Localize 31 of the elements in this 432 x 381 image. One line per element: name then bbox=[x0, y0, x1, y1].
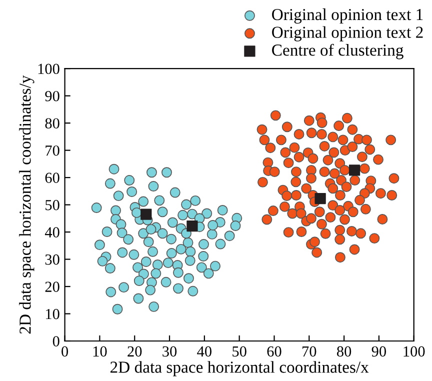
x-tick-label: 70 bbox=[302, 346, 316, 357]
x-tick-label: 100 bbox=[404, 346, 425, 357]
x-tick-label: 80 bbox=[336, 346, 352, 357]
x-tick-label: 60 bbox=[267, 346, 282, 357]
y-tick-label: 50 bbox=[46, 200, 60, 210]
y-tick-label: 30 bbox=[45, 254, 60, 265]
x-tick-label: 30 bbox=[162, 346, 177, 357]
point bbox=[314, 192, 326, 204]
y-tick-label: 80 bbox=[45, 118, 60, 129]
y-tick-label: 70 bbox=[46, 145, 60, 156]
y-tick-label: 90 bbox=[45, 90, 60, 102]
legend-label: Original opinion text 2 bbox=[272, 26, 423, 42]
legend-label: Centre of clustering bbox=[272, 44, 404, 60]
x-tick-label: 90 bbox=[372, 346, 386, 357]
y-tick-label: 40 bbox=[44, 227, 60, 238]
y-tick-label: 10 bbox=[46, 308, 60, 320]
y-tick-label: 0 bbox=[52, 336, 60, 346]
y-axis-title: 2D data space horizontal coordinates/y bbox=[19, 75, 34, 334]
legend-label: Original opinion text 1 bbox=[272, 8, 423, 24]
point bbox=[140, 208, 152, 220]
x-tick-label: 20 bbox=[128, 346, 142, 357]
y-tick-label: 100 bbox=[38, 64, 60, 74]
x-tick-label: 50 bbox=[232, 346, 246, 357]
y-tick-label: 20 bbox=[45, 282, 60, 292]
point bbox=[348, 164, 360, 176]
x-tick-label: 0 bbox=[62, 346, 68, 357]
x-tick-label: 40 bbox=[197, 346, 212, 357]
point bbox=[186, 220, 198, 232]
x-tick-label: 10 bbox=[93, 346, 107, 357]
y-tick-label: 60 bbox=[45, 172, 60, 183]
x-axis-title: 2D data space horizontal coordinates/x bbox=[110, 361, 369, 376]
